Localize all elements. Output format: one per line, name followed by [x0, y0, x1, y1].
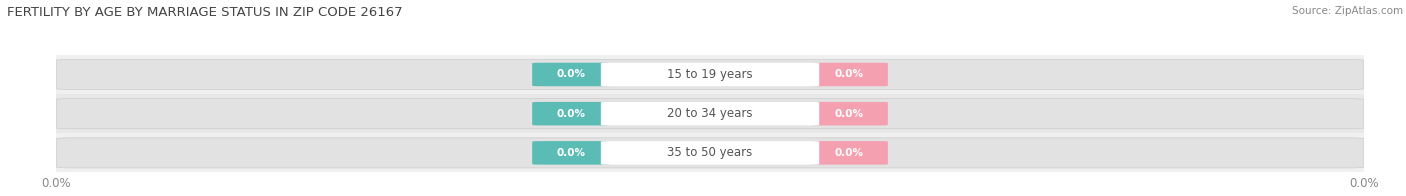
Text: 0.0%: 0.0% [557, 148, 586, 158]
Text: 35 to 50 years: 35 to 50 years [668, 146, 752, 159]
FancyBboxPatch shape [810, 141, 887, 165]
FancyBboxPatch shape [533, 63, 610, 86]
Text: 0.0%: 0.0% [834, 69, 863, 80]
Text: 0.0%: 0.0% [557, 69, 586, 80]
FancyBboxPatch shape [533, 141, 610, 165]
FancyBboxPatch shape [810, 102, 887, 125]
FancyBboxPatch shape [600, 102, 820, 125]
FancyBboxPatch shape [56, 99, 1364, 129]
Text: FERTILITY BY AGE BY MARRIAGE STATUS IN ZIP CODE 26167: FERTILITY BY AGE BY MARRIAGE STATUS IN Z… [7, 6, 402, 19]
Bar [56, 94, 1364, 133]
Bar [56, 133, 1364, 172]
Text: 0.0%: 0.0% [557, 109, 586, 119]
FancyBboxPatch shape [600, 63, 820, 86]
Text: 0.0%: 0.0% [834, 148, 863, 158]
FancyBboxPatch shape [56, 138, 1364, 168]
FancyBboxPatch shape [600, 141, 820, 165]
Text: 20 to 34 years: 20 to 34 years [668, 107, 752, 120]
Bar [56, 55, 1364, 94]
FancyBboxPatch shape [533, 102, 610, 125]
Text: 0.0%: 0.0% [834, 109, 863, 119]
FancyBboxPatch shape [56, 59, 1364, 90]
Text: Source: ZipAtlas.com: Source: ZipAtlas.com [1292, 6, 1403, 16]
Text: 15 to 19 years: 15 to 19 years [668, 68, 752, 81]
FancyBboxPatch shape [810, 63, 887, 86]
